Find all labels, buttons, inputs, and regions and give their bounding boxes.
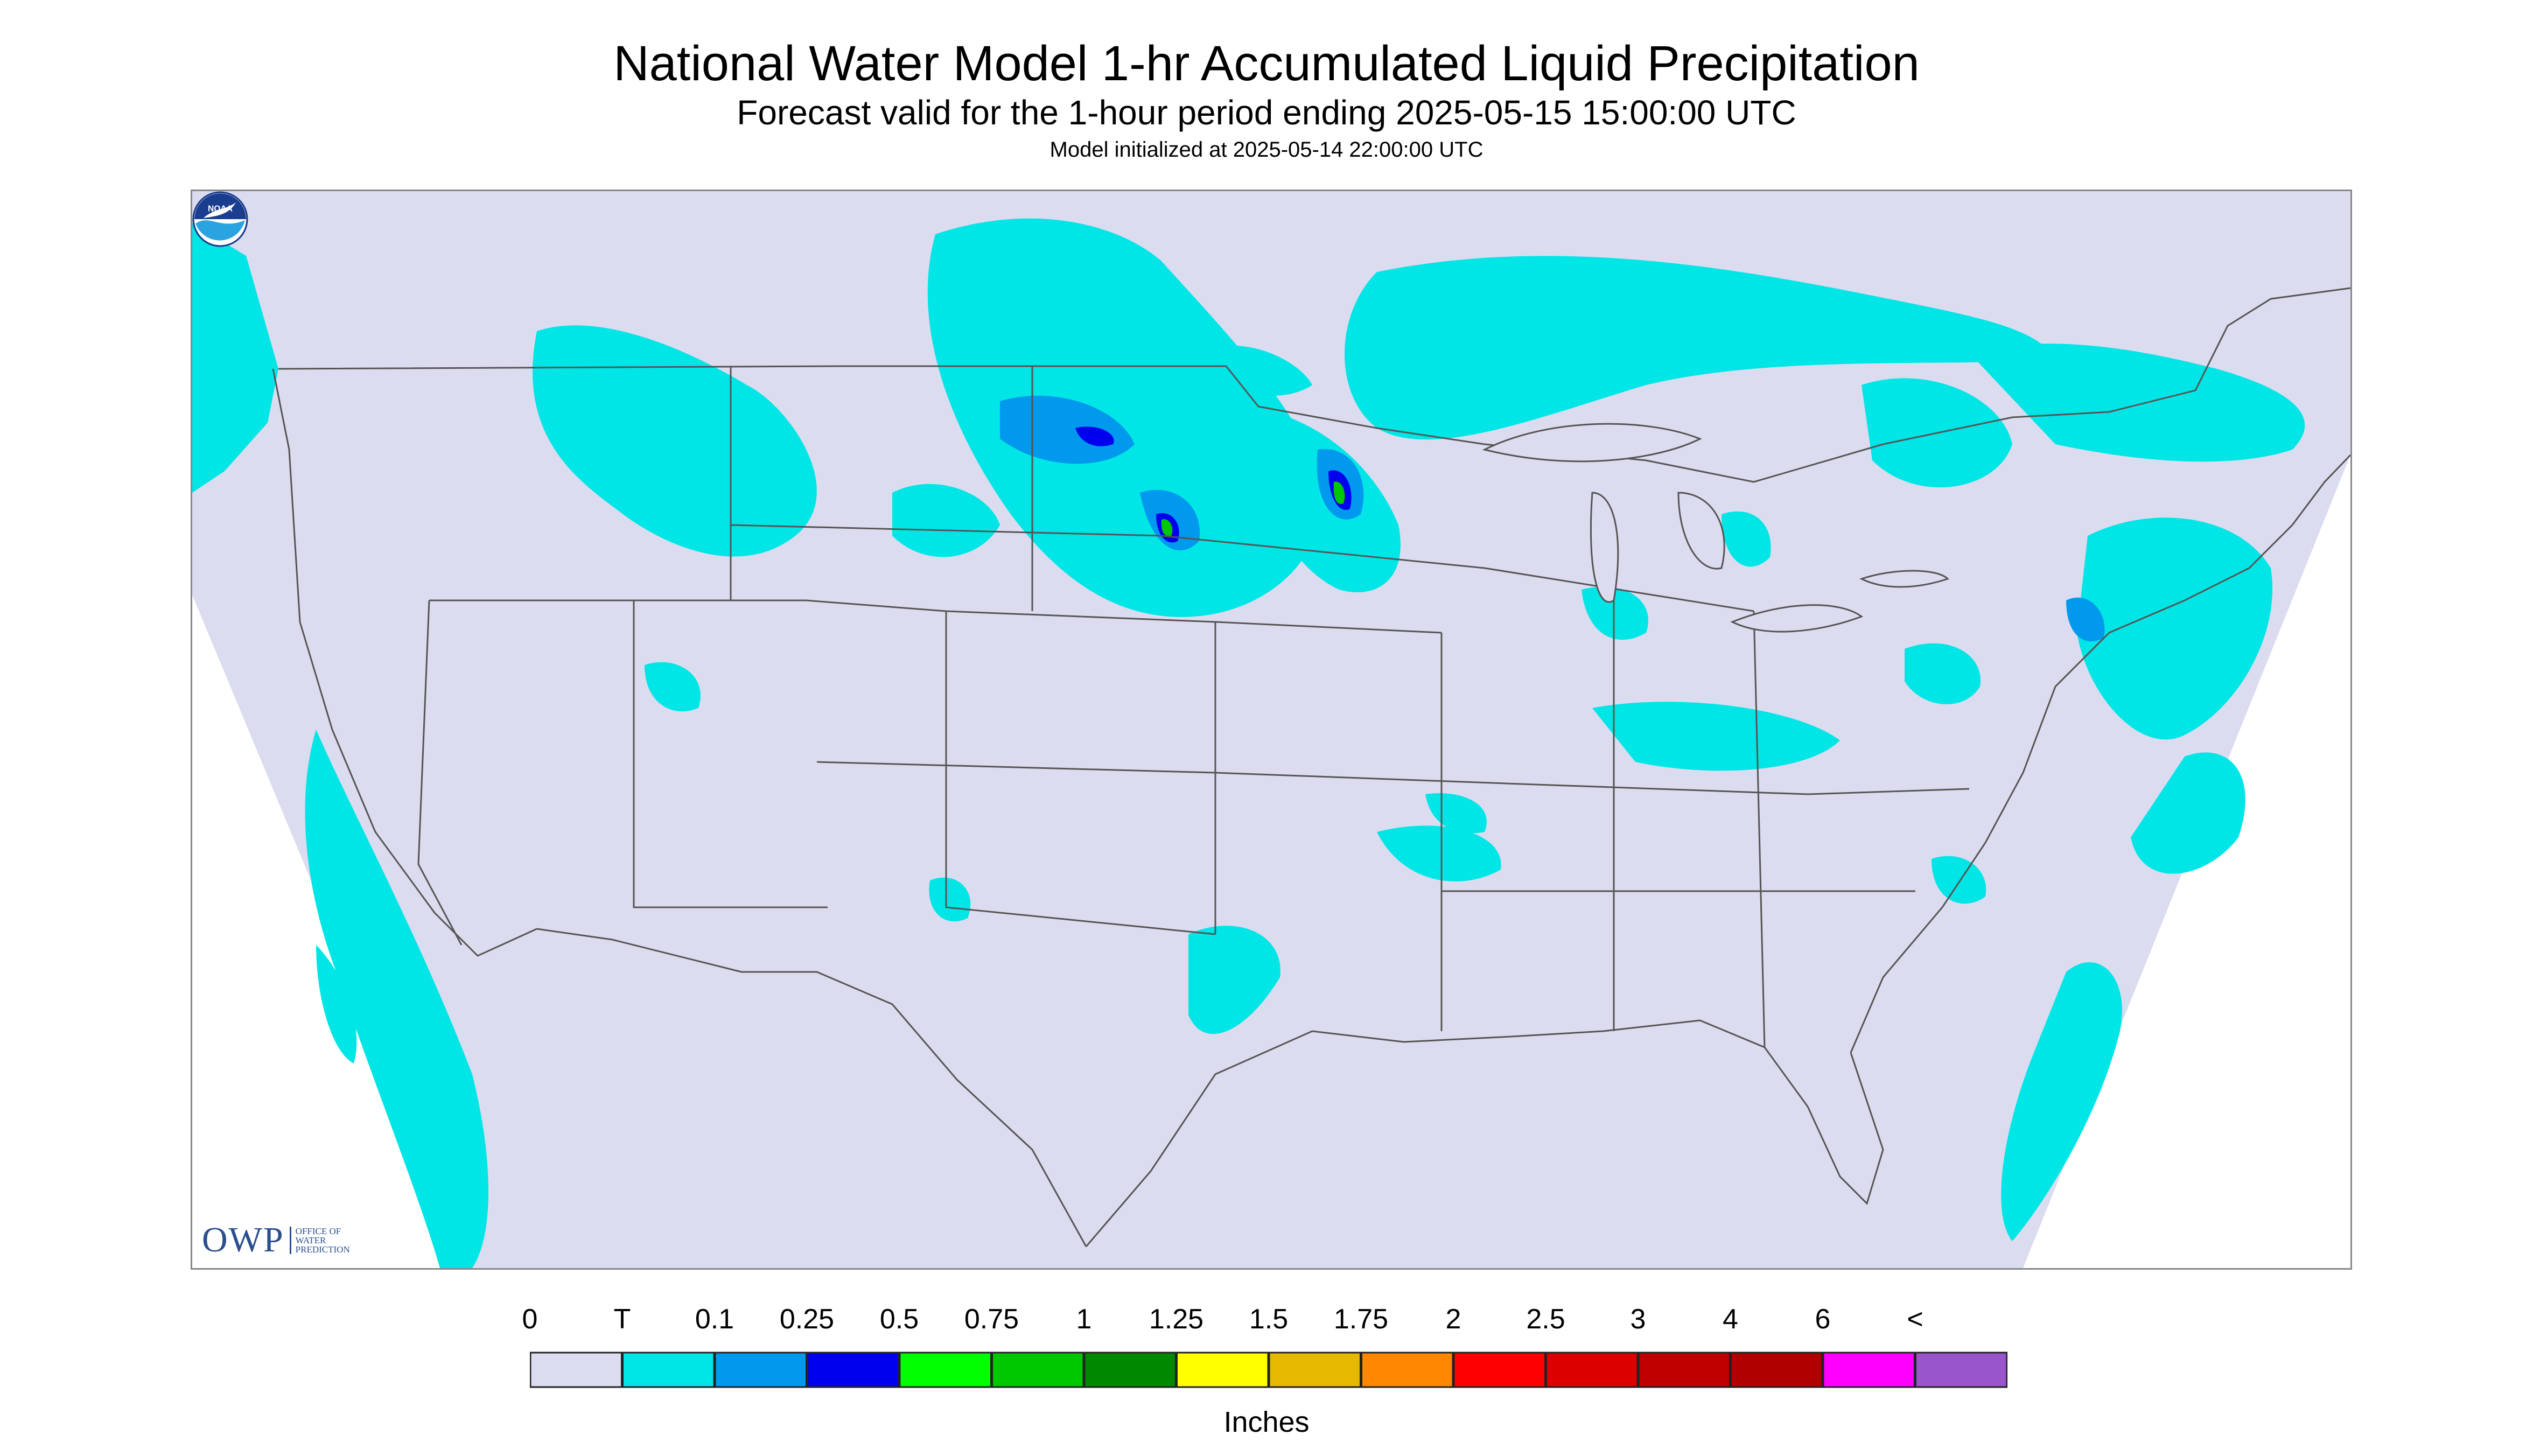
precip-wisconsin — [1582, 586, 1648, 640]
legend-swatch — [807, 1352, 900, 1388]
legend-swatch — [1361, 1352, 1454, 1388]
legend-tick-label: < — [1907, 1304, 1923, 1335]
precip-canada-north — [1194, 345, 1312, 396]
precip-ozarks — [1377, 825, 1501, 881]
legend-tick-label: 0.5 — [879, 1304, 919, 1335]
legend-tick-label: 0.75 — [964, 1304, 1019, 1335]
lake-huron — [1677, 492, 1725, 570]
map-canvas — [192, 191, 2350, 1268]
legend-swatch — [1453, 1352, 1546, 1388]
owp-logo-letters: OWP — [202, 1220, 284, 1259]
legend-swatch — [622, 1352, 715, 1388]
legend-tick-label: 0.1 — [695, 1304, 734, 1335]
map-title: National Water Model 1-hr Accumulated Li… — [613, 36, 1920, 91]
precip-ohio-valley — [1592, 702, 1840, 771]
precip-montana — [892, 484, 1000, 557]
legend-swatch — [530, 1352, 622, 1388]
great-lakes — [1482, 423, 1949, 633]
precip-heavy-nd — [1075, 426, 1114, 446]
legend-colorbar — [530, 1352, 2007, 1388]
precip-quebec — [1969, 344, 2305, 462]
us-mexico-border — [536, 928, 1087, 1247]
legend-tick-label: 4 — [1723, 1304, 1738, 1335]
legend-tick-label: 1.75 — [1333, 1304, 1389, 1335]
precip-carolinas — [1932, 856, 1986, 904]
precip-very-heavy-areas — [1161, 481, 1345, 536]
state-line-9 — [1753, 611, 1766, 1048]
precip-green-sd — [1161, 519, 1173, 536]
map-boundaries — [272, 287, 2350, 1247]
lake-ontario — [1859, 570, 1949, 588]
legend-swatch — [714, 1352, 807, 1388]
legend-tick-label: T — [613, 1304, 631, 1335]
legend-swatch — [1176, 1352, 1269, 1388]
legend-swatch — [1638, 1352, 1731, 1388]
gulf-coast — [1085, 1019, 1884, 1247]
precip-great-lakes-north — [1345, 256, 2055, 440]
lake-erie — [1730, 604, 1864, 633]
state-line-5 — [945, 611, 1216, 935]
noaa-logo: NOAA — [192, 191, 248, 247]
state-line-4 — [816, 761, 1970, 795]
precip-core-northeast — [2066, 597, 2105, 642]
owp-logo-line-3: PREDICTION — [295, 1244, 350, 1255]
legend-tick-label: 2 — [1445, 1304, 1461, 1335]
precip-arkansas — [1425, 793, 1487, 834]
legend-swatch — [1915, 1352, 2007, 1388]
precip-colorado — [645, 662, 701, 712]
lake-michigan — [1590, 492, 1619, 603]
state-line-2 — [417, 600, 463, 946]
model-init-text: Model initialized at 2025-05-14 22:00:00… — [1049, 138, 1484, 162]
precip-michigan — [1722, 511, 1771, 567]
precip-west-texas — [929, 877, 971, 922]
legend-swatch — [899, 1352, 992, 1388]
legend-swatch — [1822, 1352, 1915, 1388]
noaa-logo-text: NOAA — [208, 204, 233, 213]
precip-west-atlantic — [2001, 962, 2122, 1241]
precip-atlantic-offshore — [2131, 752, 2245, 874]
precip-moderate-areas — [1000, 395, 2105, 642]
precip-northeast — [2077, 517, 2273, 740]
legend-tick-label: 0 — [522, 1304, 538, 1335]
legend-tick-label: 0.25 — [779, 1304, 835, 1335]
owp-logo-subtext: OFFICE OF WATER PREDICTION — [289, 1226, 366, 1255]
precip-green-mn — [1333, 481, 1345, 504]
us-canada-border — [278, 287, 2350, 483]
map-subtitle: Forecast valid for the 1-hour period end… — [737, 93, 1796, 132]
precip-core-north-dakota — [1000, 395, 1135, 464]
owp-logo-line-2: WATER — [295, 1235, 326, 1245]
legend-units: Inches — [1223, 1406, 1310, 1438]
legend-swatch — [1730, 1352, 1823, 1388]
lake-superior — [1482, 423, 1702, 463]
state-line-11 — [730, 524, 1754, 612]
legend-tick-label: 1 — [1076, 1304, 1092, 1335]
precip-pacific-nw — [192, 223, 278, 493]
legend-tick-label: 6 — [1815, 1304, 1831, 1335]
east-coast — [1850, 454, 2350, 1053]
legend-tick-label: 3 — [1630, 1304, 1646, 1335]
owp-logo: OWP OFFICE OF WATER PREDICTION — [202, 1220, 366, 1261]
precip-northern-rockies — [533, 325, 817, 557]
precip-dakotas — [927, 218, 1322, 617]
legend-tick-label: 2.5 — [1526, 1304, 1565, 1335]
legend-tick-label: 1.5 — [1249, 1304, 1289, 1335]
legend-swatch — [1083, 1352, 1177, 1388]
legend-tick-label: 1.25 — [1149, 1304, 1204, 1335]
legend-swatch — [1545, 1352, 1639, 1388]
precip-trace-areas — [192, 218, 2305, 1268]
precip-mid-atlantic — [1905, 643, 1981, 704]
owp-logo-line-1: OFFICE OF — [295, 1226, 341, 1236]
legend-swatch — [1268, 1352, 1361, 1388]
precipitation-map: OWP OFFICE OF WATER PREDICTION NOAA — [191, 190, 2352, 1270]
precip-gulf-of-california — [316, 945, 357, 1063]
legend-swatch — [991, 1352, 1084, 1388]
precip-north-texas — [1188, 926, 1281, 1034]
west-coast — [272, 368, 537, 957]
precip-southwest-coast — [305, 730, 488, 1268]
state-line-3 — [633, 600, 828, 908]
